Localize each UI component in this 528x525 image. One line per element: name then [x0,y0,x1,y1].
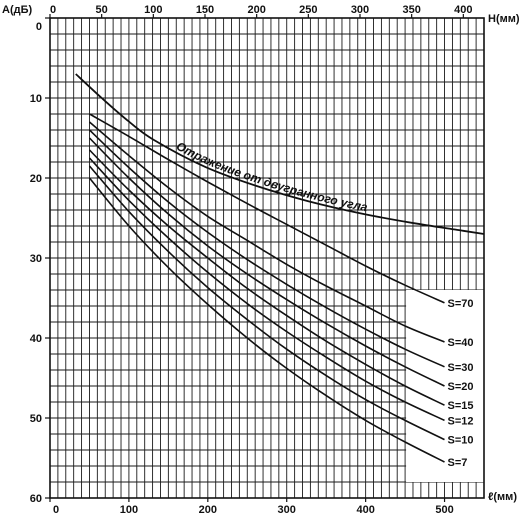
grid-lines [50,18,484,498]
x-top-tick-label: 350 [402,4,420,16]
x-top-tick-label: 250 [299,4,317,16]
x-top-tick-label: 400 [454,4,472,16]
series-label: S=15 [448,400,474,412]
series-line-s20 [88,137,445,387]
series-label: S=40 [448,337,474,349]
x-bottom-tick-label: 100 [120,504,138,516]
x-bottom-tick-label: 500 [435,504,453,516]
y-axis-label: A(дБ) [2,4,32,16]
series-label: S=10 [448,435,474,447]
series-line-s15 [88,149,445,406]
x-bottom-tick-label: 0 [53,504,59,516]
y-tick-label: 50 [30,413,42,425]
x-bottom-axis-label: ℓ(мм) [488,491,517,503]
x-top-tick-label: 0 [50,4,56,16]
series-line-s30 [88,129,445,368]
y-tick-label: 10 [30,93,42,105]
x-top-tick-label: 150 [196,4,214,16]
y-tick-label: 30 [30,253,42,265]
y-tick-label: 0 [36,21,42,33]
series-line-reflection [75,73,485,235]
series-line-s12 [88,157,445,422]
y-tick-label: 60 [30,493,42,505]
x-bottom-tick-label: 400 [356,504,374,516]
series-label: S=12 [448,415,474,427]
y-tick-label: 20 [30,173,42,185]
series-line-s7 [88,177,445,463]
series-line-s70 [89,113,445,304]
series-line-s40 [88,121,445,343]
x-bottom-tick-label: 200 [199,504,217,516]
x-top-tick-label: 50 [96,4,108,16]
x-top-tick-label: 300 [351,4,369,16]
series-line-s10 [88,165,445,441]
y-tick-label: 40 [30,333,42,345]
x-bottom-tick-label: 300 [278,504,296,516]
series-label: S=7 [448,457,468,469]
x-top-tick-label: 200 [247,4,265,16]
x-top-axis-label: H(мм) [488,13,520,25]
series-label: S=20 [448,381,474,393]
series-label: S=30 [448,362,474,374]
x-top-tick-label: 100 [144,4,162,16]
series-label: S=70 [448,298,474,310]
